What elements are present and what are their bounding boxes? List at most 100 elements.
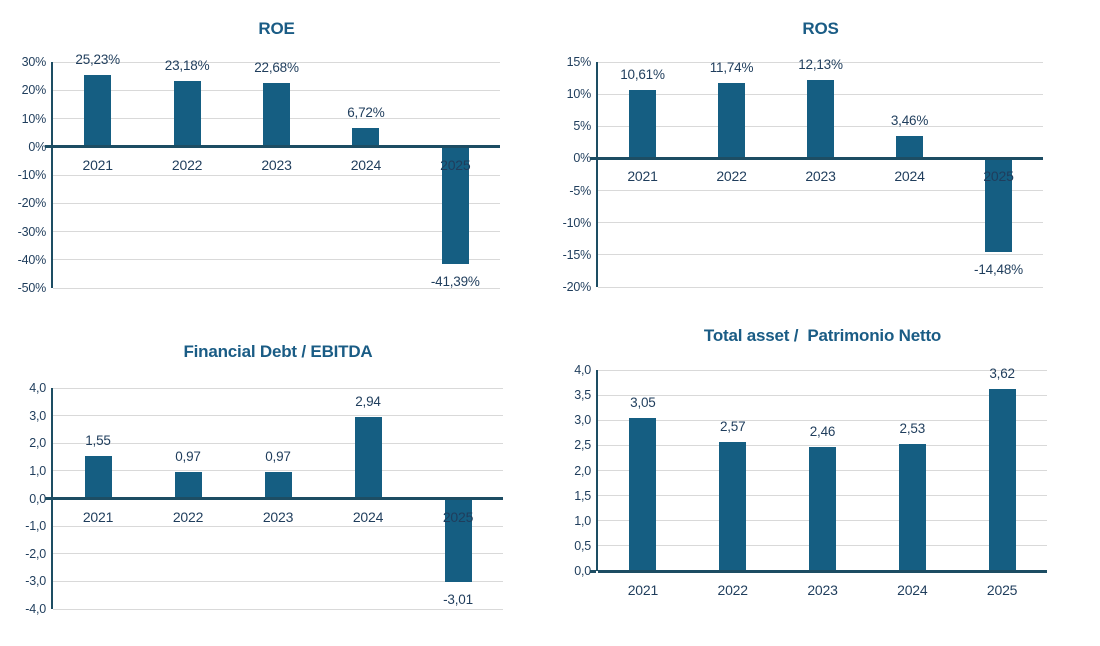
gridline (53, 174, 500, 176)
gridline (53, 202, 500, 204)
x-axis-label: 2021 (82, 508, 114, 525)
gridline (598, 222, 1043, 224)
y-axis-tick-label: 3,0 (29, 408, 46, 423)
y-axis-tick-label: 1,5 (574, 488, 591, 503)
chart-title: ROE (258, 19, 295, 38)
y-axis-tick-label: 10% (21, 111, 47, 126)
gridline (53, 442, 503, 444)
x-axis-line (598, 569, 1047, 573)
bar-2023 (263, 82, 290, 147)
value-label: 23,18% (164, 58, 210, 74)
x-axis-label: 2021 (82, 156, 114, 173)
y-axis-tick-label: -3,0 (25, 574, 46, 589)
y-axis-tick-label: -40% (17, 252, 47, 267)
x-axis-line (53, 145, 500, 149)
gridline (598, 61, 1043, 63)
y-axis-tick-label: 0,0 (574, 564, 591, 578)
x-axis-label: 2021 (627, 168, 658, 185)
chart-financial-debt-ebitda: Financial Debt / EBITDA 4,0 3,0 2,0 1,0 0,0 -1… (0, 323, 550, 646)
value-label: 2,53 (899, 420, 926, 436)
chart-title: Financial Debt / EBITDA (183, 342, 373, 361)
y-axis-tick-label: -10% (562, 215, 592, 230)
x-axis-label: 2022 (716, 168, 747, 185)
x-axis-label: 2023 (807, 582, 838, 598)
y-axis-tick-label: -10% (17, 168, 47, 182)
bar-2024 (354, 417, 382, 499)
y-axis-tick-label: -5% (569, 183, 591, 198)
value-label: 0,97 (265, 448, 291, 464)
bar-2021 (629, 417, 657, 571)
gridline (53, 231, 500, 232)
x-axis-label: 2022 (172, 508, 204, 525)
gridline (53, 470, 503, 472)
y-axis-tick-label: -20% (17, 196, 47, 211)
gridline (598, 394, 1047, 396)
value-label: 3,05 (630, 394, 656, 410)
y-axis-tick-label: 0,0 (29, 491, 46, 506)
bar-2023 (264, 471, 292, 499)
value-label: 2,46 (809, 424, 836, 440)
y-axis-tick-label: -15% (562, 247, 592, 262)
bar-2022 (718, 82, 745, 159)
y-axis-tick-label: 1,0 (29, 463, 46, 478)
y-axis-tick-label: 20% (21, 83, 47, 98)
value-label: 3,46% (890, 113, 929, 129)
y-axis-tick-label: 30% (21, 55, 47, 69)
y-axis-line (596, 370, 598, 571)
value-label: -3,01 (443, 591, 473, 607)
y-axis-tick-label: 15% (566, 55, 592, 69)
y-axis-tick-label: 5% (573, 119, 591, 134)
x-axis-tick (590, 569, 596, 573)
y-axis-line (596, 62, 598, 287)
x-axis-label: 2025 (983, 168, 1014, 185)
y-axis-tick-label: 4,0 (574, 363, 591, 377)
x-axis-label: 2024 (350, 156, 382, 173)
gridline (53, 553, 503, 555)
value-label: 25,23% (75, 52, 120, 68)
bar-2023 (807, 80, 834, 159)
bar-2021 (84, 455, 112, 499)
y-axis-tick-label: 10% (566, 87, 592, 102)
y-axis-line (51, 62, 53, 288)
chart-title: Total asset / Patrimonio Netto (703, 326, 942, 345)
gridline (598, 190, 1043, 192)
bar-2022 (719, 441, 747, 571)
x-axis-label: 2023 (261, 156, 292, 173)
bar-2024 (898, 443, 926, 571)
x-axis-label: 2025 (440, 156, 471, 173)
gridline (53, 525, 503, 527)
y-axis-tick-label: 4,0 (29, 381, 46, 395)
value-label: -41,39% (430, 273, 480, 289)
x-axis-line (53, 497, 503, 500)
x-axis-label: 2022 (171, 156, 203, 173)
gridline (598, 419, 1047, 421)
y-axis-tick-label: 0,5 (574, 538, 591, 553)
value-label: 22,68% (254, 59, 299, 75)
y-axis-tick-label: -1,0 (25, 519, 46, 534)
value-label: 2,57 (719, 418, 746, 434)
y-axis-tick-label: 1,0 (574, 513, 591, 528)
value-label: 12,13% (798, 57, 843, 73)
bar-2024 (352, 127, 380, 147)
x-axis-line (598, 156, 1043, 160)
x-axis-label: 2022 (717, 582, 749, 598)
bar-2023 (809, 447, 836, 571)
chart-title: ROS (802, 19, 839, 38)
y-axis-tick-label: -4,0 (25, 602, 46, 616)
chart-roe: ROE 30% 20% 10% 0% -10% -20% -30% -40% -50% 2021 25… (0, 0, 550, 323)
chart-total-asset-patrimonio-netto: Total asset / Patrimonio Netto 4,0 3,5 3,0 2… (550, 323, 1100, 646)
y-axis-tick-label: 2,0 (29, 436, 46, 451)
y-axis-line (51, 388, 53, 609)
bar-2024 (896, 136, 923, 159)
x-axis-label: 2021 (627, 582, 659, 598)
gridline (53, 387, 503, 389)
value-label: -14,48% (974, 261, 1023, 277)
bar-2022 (173, 81, 201, 147)
x-axis-label: 2025 (986, 582, 1018, 598)
y-axis-tick-label: -50% (17, 281, 47, 295)
value-label: 1,55 (85, 432, 111, 448)
value-label: 2,94 (355, 394, 381, 410)
value-label: 6,72% (347, 104, 385, 120)
value-label: 0,97 (175, 448, 201, 464)
